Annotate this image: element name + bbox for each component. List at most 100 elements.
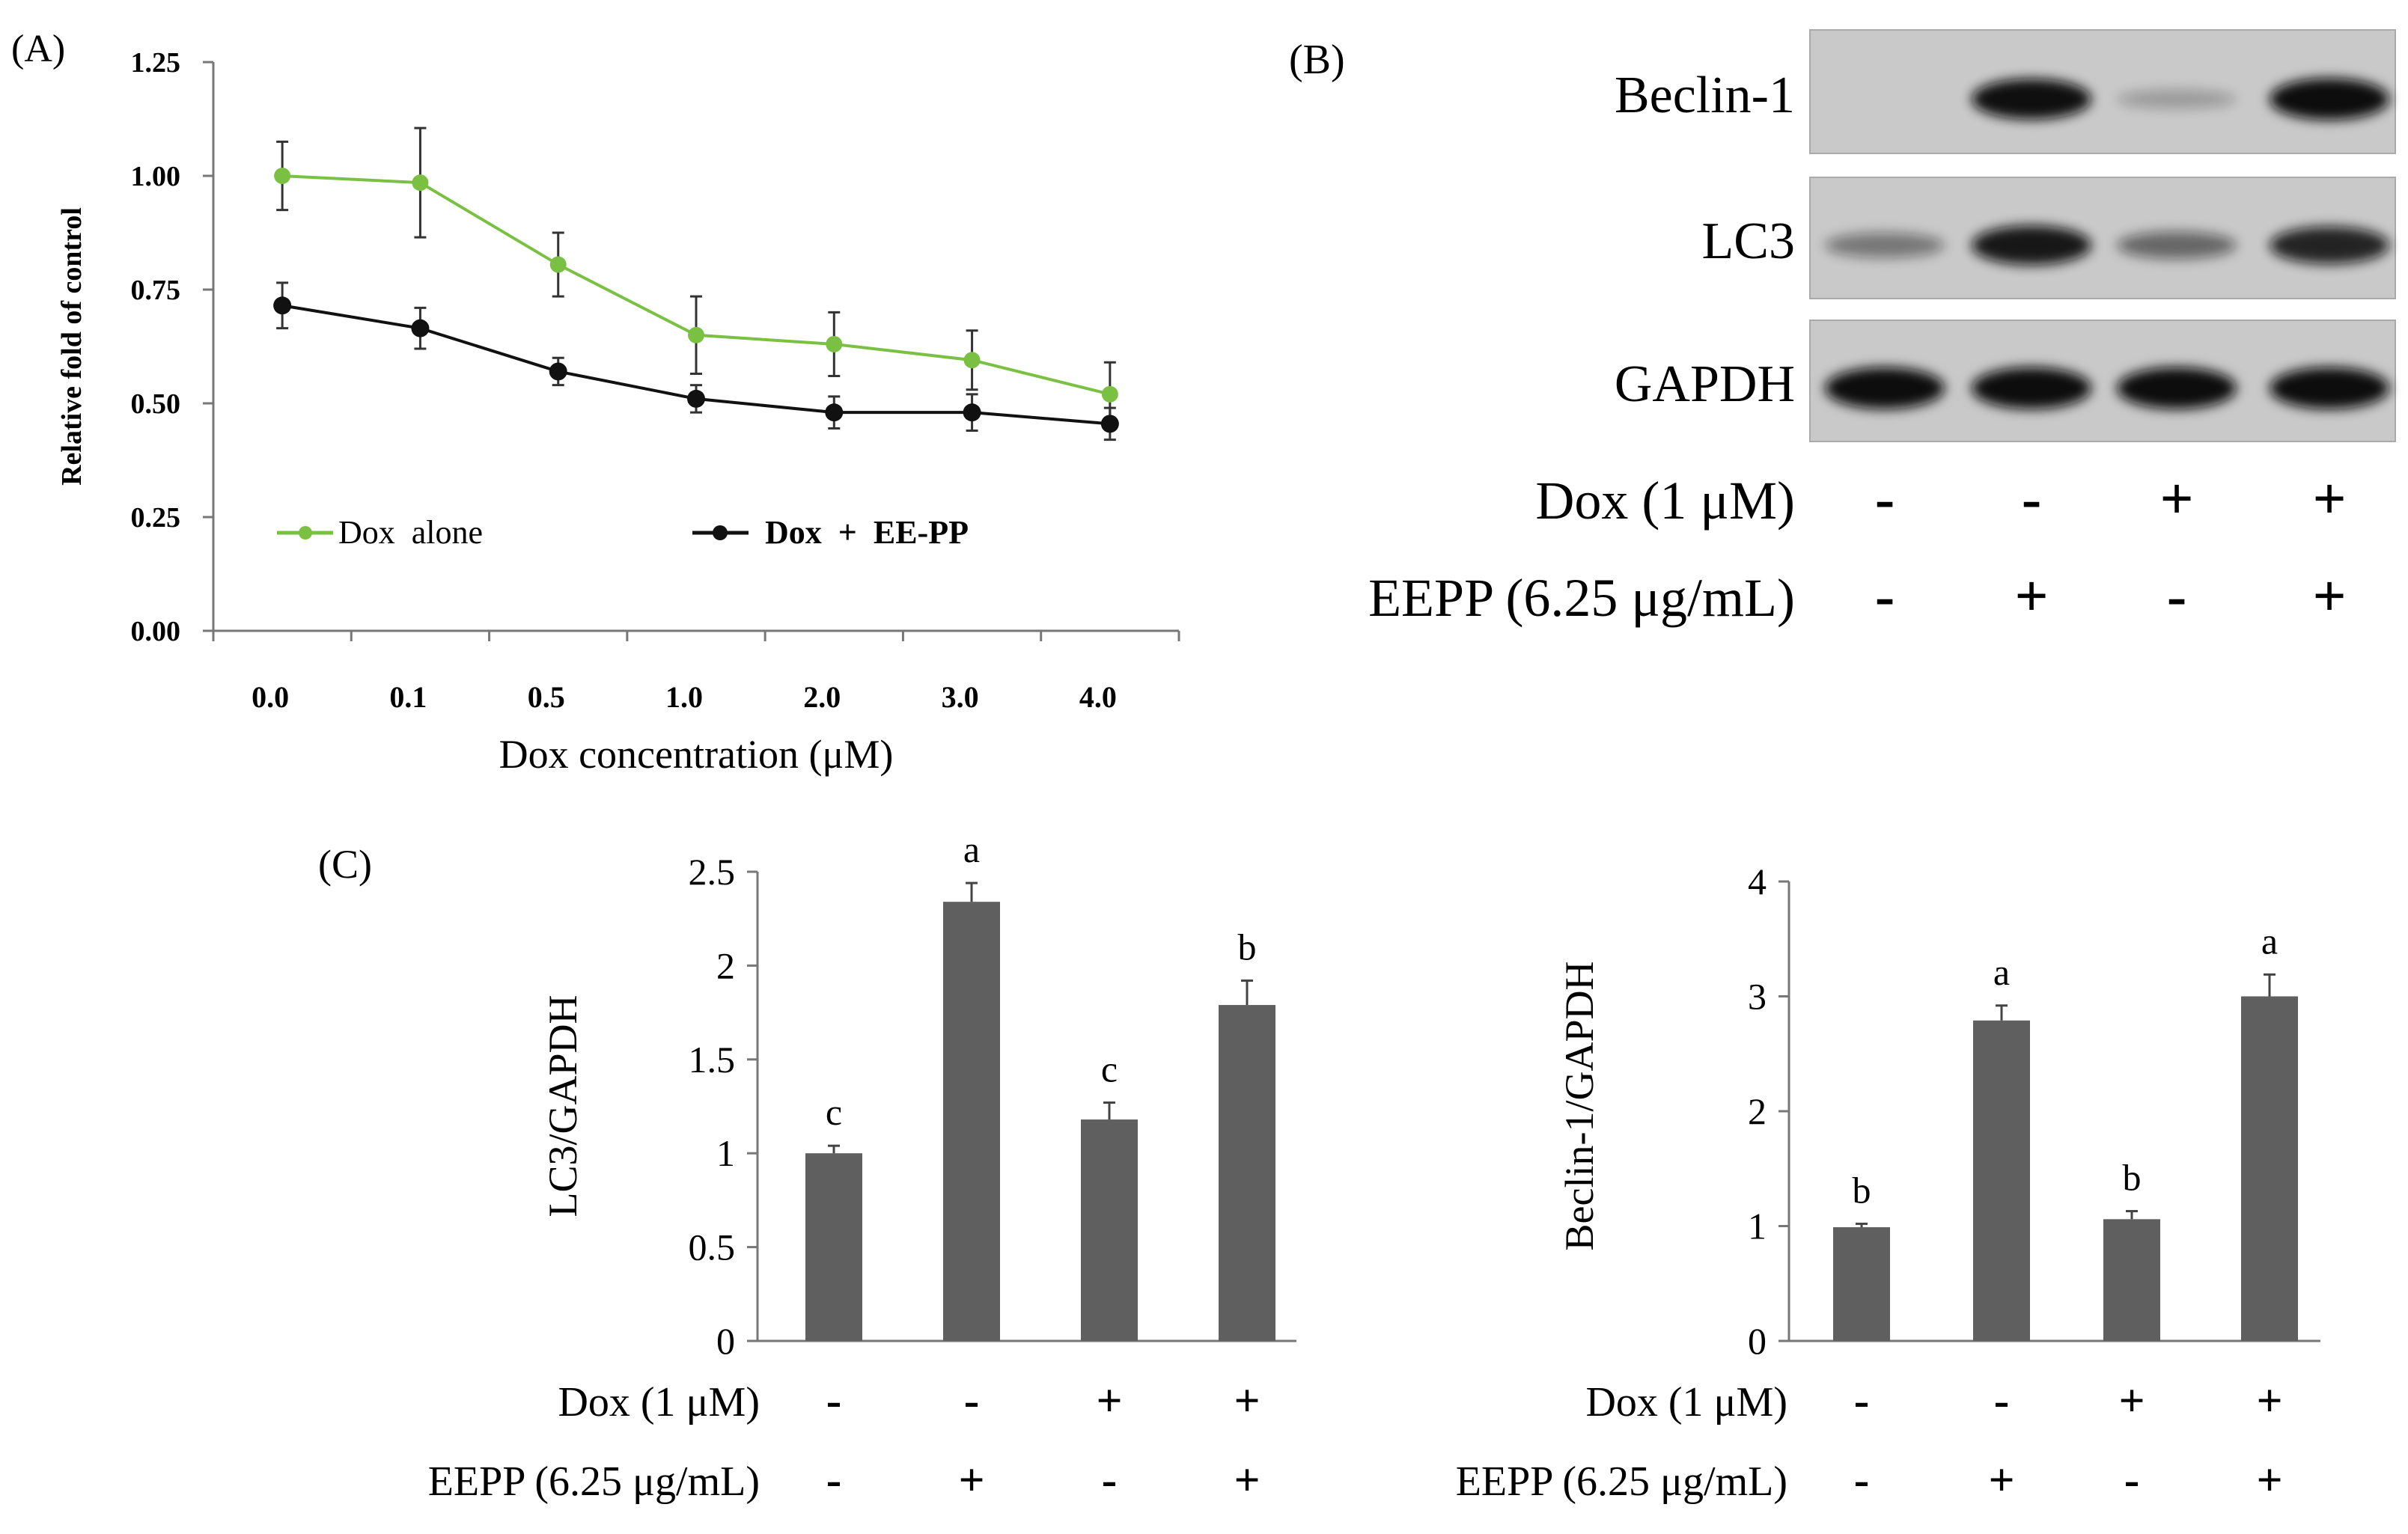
beclin1-y-tick-label: 3 (1748, 976, 1767, 1018)
a-y-tick-label: 0.50 (131, 388, 181, 420)
beclin1-sign: - (1854, 1455, 1870, 1506)
blot-treatment-label-eepp: EEPP (6.25 μg/mL) (1368, 568, 1795, 628)
blot-band-gapdh (2270, 367, 2389, 409)
data-point-dox-ee-pp (411, 319, 430, 337)
bar-chart-lc3: 0 0.5 1 1.5 2 2.5 c a c b LC3/GAPDH (540, 828, 1296, 1362)
blot-sign: + (2159, 466, 2193, 532)
lc3-y-tick-label: 2.5 (689, 851, 736, 893)
beclin1-bar (1833, 1227, 1890, 1341)
a-y-tick-label: 0.25 (131, 502, 181, 534)
beclin1-significance-letter: a (2261, 920, 2278, 962)
blot-sign: + (2312, 466, 2346, 532)
beclin1-significance-letter: a (1993, 951, 2010, 993)
panel-a-legend: Dox alone Dox + EE-PP (277, 514, 969, 551)
beclin1-y-axis-title: Beclin-1/GAPDH (1557, 962, 1602, 1251)
data-point-dox-ee-pp (687, 389, 705, 408)
blot-sign: + (2014, 563, 2048, 629)
a-x-tick-label: 0.0 (252, 680, 289, 714)
panel-a-label: (A) (11, 28, 65, 70)
a-x-tick-label: 0.5 (528, 680, 565, 714)
lc3-y-tick-label: 0.5 (689, 1226, 736, 1268)
blot-label-gapdh: GAPDH (1615, 355, 1795, 413)
panel-b-label: (B) (1289, 37, 1345, 83)
beclin1-sign: - (1994, 1375, 2010, 1426)
beclin1-sign: + (1988, 1455, 2014, 1506)
beclin1-y-tick-label: 1 (1748, 1205, 1767, 1247)
blot-band-beclin-1 (2270, 78, 2389, 120)
data-point-dox-ee-pp (1100, 415, 1119, 433)
beclin1-y-tick-label: 0 (1748, 1320, 1767, 1362)
beclin1-sign: + (2256, 1455, 2282, 1506)
blot-band-beclin-1 (1972, 79, 2091, 120)
lc3-bar (1081, 1119, 1138, 1341)
blot-sign: + (2312, 563, 2346, 629)
data-point-dox-alone (549, 256, 567, 273)
lc3-significance-letter: b (1238, 926, 1257, 968)
data-point-dox-alone (1101, 385, 1118, 403)
a-y-tick-label: 1.00 (131, 161, 181, 192)
legend-label-dox-ee-pp: Dox + EE-PP (765, 514, 969, 551)
lc3-significance-letter: c (826, 1091, 842, 1133)
lc3-sign: + (958, 1455, 984, 1506)
data-point-dox-alone (688, 326, 704, 343)
panel-a-y-axis-title: Relative fold of control (56, 207, 88, 486)
legend-marker-dox-alone (299, 526, 312, 540)
lc3-sign: - (1102, 1455, 1118, 1506)
blot-band-gapdh (1825, 367, 1945, 409)
panel-c-label: (C) (318, 842, 372, 887)
beclin1-treatment-label-dox: Dox (1 μM) (1585, 1379, 1787, 1425)
lc3-treatment-label-eepp: EEPP (6.25 μg/mL) (428, 1458, 760, 1505)
lc3-y-tick-label: 2 (716, 944, 735, 986)
lc3-sign: - (964, 1375, 980, 1426)
lc3-treatment-label-dox: Dox (1 μM) (558, 1379, 760, 1425)
lc3-sign: + (1096, 1375, 1122, 1426)
blot-sign: - (2022, 466, 2041, 532)
beclin1-sign: + (2118, 1375, 2145, 1426)
blot-sign: - (2167, 563, 2186, 629)
lc3-y-tick-label: 0 (716, 1320, 735, 1362)
a-y-tick-label: 1.25 (131, 47, 181, 79)
lc3-y-tick-label: 1.5 (689, 1039, 736, 1081)
lc3-significance-letter: c (1101, 1048, 1118, 1090)
beclin1-significance-letter: b (2123, 1157, 2142, 1199)
a-x-tick-label: 0.1 (389, 680, 427, 714)
lc3-y-tick-label: 1 (716, 1132, 735, 1174)
beclin1-y-tick-label: 2 (1748, 1090, 1767, 1132)
panel-a-line-chart: (A) 0.00 0.25 0.50 0.75 1.00 1.25 0.0 0.1 0.5 1.… (11, 28, 1180, 777)
beclin1-sign: - (2124, 1455, 2140, 1506)
beclin1-treatment-label-eepp: EEPP (6.25 μg/mL) (1456, 1458, 1787, 1505)
legend-label-dox-alone: Dox alone (338, 514, 483, 551)
beclin1-bar (2103, 1219, 2160, 1341)
blot-band-lc3 (2117, 231, 2237, 260)
blot-band-gapdh (1972, 367, 2091, 409)
blot-band-gapdh (2117, 367, 2237, 409)
blot-band-lc3 (1972, 225, 2091, 266)
lc3-sign: + (1234, 1375, 1260, 1426)
panel-a-x-axis-title: Dox concentration (μM) (499, 732, 894, 777)
data-point-dox-alone (963, 352, 981, 369)
data-point-dox-ee-pp (273, 296, 292, 315)
beclin1-bar (2241, 996, 2298, 1341)
lc3-y-axis-title: LC3/GAPDH (540, 994, 585, 1217)
beclin1-bar (1973, 1020, 2030, 1341)
bar-chart-beclin1: 0 1 2 3 4 b a b a Beclin-1/GAPDH (1557, 861, 2320, 1362)
blot-treatment-label-dox: Dox (1 μM) (1535, 471, 1795, 531)
a-x-tick-label: 2.0 (803, 680, 841, 714)
blot-band-lc3 (1825, 232, 1945, 258)
blot-sign: - (1875, 563, 1895, 629)
blot-label-lc3: LC3 (1702, 213, 1795, 270)
beclin1-sign: + (2256, 1375, 2282, 1426)
lc3-bar (943, 902, 1000, 1341)
beclin1-sign: - (1854, 1375, 1870, 1426)
data-point-dox-ee-pp (825, 403, 844, 422)
lc3-sign: + (1234, 1455, 1260, 1506)
panel-c-bar-charts: (C) 0 0.5 1 1.5 2 2.5 c a c b LC3/GAPDH 0 1 2 3 4 b a… (318, 828, 2320, 1506)
blot-band-lc3 (2270, 226, 2389, 264)
data-point-dox-ee-pp (549, 362, 567, 381)
a-y-tick-label: 0.00 (131, 616, 181, 647)
lc3-bar (1219, 1005, 1275, 1341)
a-x-tick-label: 4.0 (1079, 680, 1117, 714)
beclin1-significance-letter: b (1853, 1169, 1871, 1211)
panel-b-western-blot: (B) Beclin-1 LC3 GAPDH Dox (1 μM) - - + + EEPP … (1289, 29, 2396, 629)
